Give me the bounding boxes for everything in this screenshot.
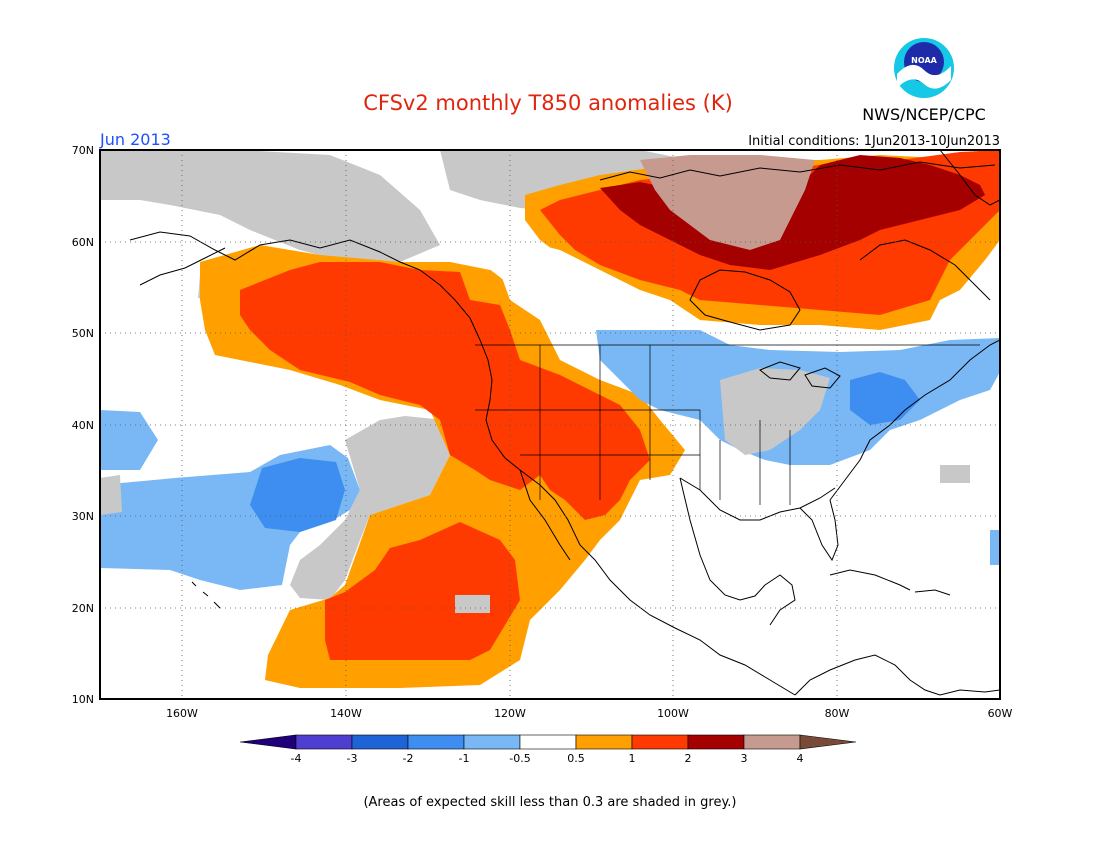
colorbar-swatch [631, 734, 689, 750]
chart-title: CFSv2 monthly T850 anomalies (K) [363, 91, 733, 115]
hudson-bay [689, 269, 801, 331]
colorbar-swatch [519, 734, 577, 750]
pacific-coast-south [485, 419, 796, 696]
hawaii [191, 581, 221, 609]
colorbar-swatch-low-arrow [239, 734, 297, 750]
pacific-cool-core [250, 458, 345, 532]
grey-spot-atlantic [940, 465, 970, 483]
atlantic-coast [829, 339, 1000, 501]
colorbar-swatch [687, 734, 745, 750]
gridlines [100, 150, 1000, 699]
longitude-labels: 160W 140W 120W 100W 80W 60W [166, 707, 1012, 720]
neutral-gap-pnw [465, 240, 690, 330]
cool-spot-atlantic [990, 530, 1000, 565]
pacific-coast-north [419, 269, 493, 421]
grey-pacific-west [100, 475, 122, 515]
colorbar-ticks: -4 -3 -2 -1 -0.5 0.5 1 2 3 4 [291, 752, 804, 765]
florida [799, 499, 839, 562]
lon-label: 140W [330, 707, 362, 720]
colorbar-swatch [463, 734, 521, 750]
colorbar-tick-label: -2 [403, 752, 414, 765]
state-borders [475, 344, 980, 505]
lon-label: 80W [825, 707, 850, 720]
great-lakes [759, 361, 841, 389]
lat-label: 60N [72, 236, 94, 249]
colorbar-tick-label: -1 [459, 752, 470, 765]
colorbar-swatch [575, 734, 633, 750]
central-america [794, 654, 1000, 696]
lon-label: 160W [166, 707, 198, 720]
greenland [939, 150, 1000, 206]
pacific-cool-spot [100, 410, 158, 470]
lat-label: 50N [72, 327, 94, 340]
colorbar-tick-label: -3 [347, 752, 358, 765]
gulf-coast [679, 477, 836, 521]
yucatan [764, 574, 796, 626]
lat-label: 70N [72, 144, 94, 157]
coastlines [129, 150, 1000, 696]
lat-label: 10N [72, 693, 94, 706]
colorbar: -4 -3 -2 -1 -0.5 0.5 1 2 3 4 [239, 734, 857, 765]
lon-label: 120W [494, 707, 526, 720]
colorbar-swatch [351, 734, 409, 750]
mexico-gulf [679, 477, 766, 601]
skill-footnote: (Areas of expected skill less than 0.3 a… [363, 795, 736, 810]
grey-great-lakes [720, 368, 830, 455]
latitude-labels: 70N 60N 50N 40N 30N 20N 10N [72, 144, 94, 706]
alaska-coast [129, 231, 421, 271]
map-panel [100, 150, 1000, 699]
arctic-islands [599, 161, 996, 181]
initial-conditions: Initial conditions: 1Jun2013-10Jun2013 [748, 134, 1000, 149]
agency-label: NWS/NCEP/CPC [862, 105, 986, 124]
grey-canada-north [440, 150, 690, 210]
warm-tan-canada [640, 155, 815, 250]
warm-red-west [240, 262, 650, 520]
colorbar-tick-label: 3 [741, 752, 748, 765]
lat-label: 30N [72, 510, 94, 523]
colorbar-tick-label: 1 [629, 752, 636, 765]
colorbar-swatches [239, 734, 857, 750]
lat-label: 40N [72, 419, 94, 432]
colorbar-swatch [743, 734, 801, 750]
colorbar-tick-label: 4 [797, 752, 804, 765]
aleutians [139, 247, 226, 286]
colorbar-tick-label: -0.5 [509, 752, 530, 765]
lon-label: 60W [988, 707, 1013, 720]
colorbar-swatch-high-arrow [799, 734, 857, 750]
logo-text: NOAA [911, 56, 937, 65]
anomaly-shading [100, 150, 1000, 688]
hispaniola [914, 589, 951, 596]
colorbar-swatch [295, 734, 353, 750]
cuba [829, 569, 911, 591]
colorbar-swatch [407, 734, 465, 750]
lat-label: 20N [72, 602, 94, 615]
colorbar-tick-label: -4 [291, 752, 302, 765]
noaa-logo: NOAA [894, 38, 954, 98]
warm-red-subtropics [325, 522, 520, 660]
labrador [859, 239, 991, 301]
colorbar-tick-label: 2 [685, 752, 692, 765]
grey-pacific-mid [290, 416, 450, 600]
grey-arctic-west [100, 150, 440, 262]
valid-month: Jun 2013 [99, 130, 171, 149]
map-frame [99, 149, 1001, 700]
lon-label: 100W [657, 707, 689, 720]
cool-core-northeast [850, 372, 920, 425]
grey-spot-subtropics [455, 595, 490, 613]
baja [519, 469, 571, 561]
colorbar-tick-label: 0.5 [567, 752, 585, 765]
